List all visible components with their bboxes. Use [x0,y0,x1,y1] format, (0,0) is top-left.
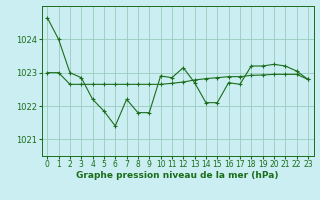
X-axis label: Graphe pression niveau de la mer (hPa): Graphe pression niveau de la mer (hPa) [76,171,279,180]
